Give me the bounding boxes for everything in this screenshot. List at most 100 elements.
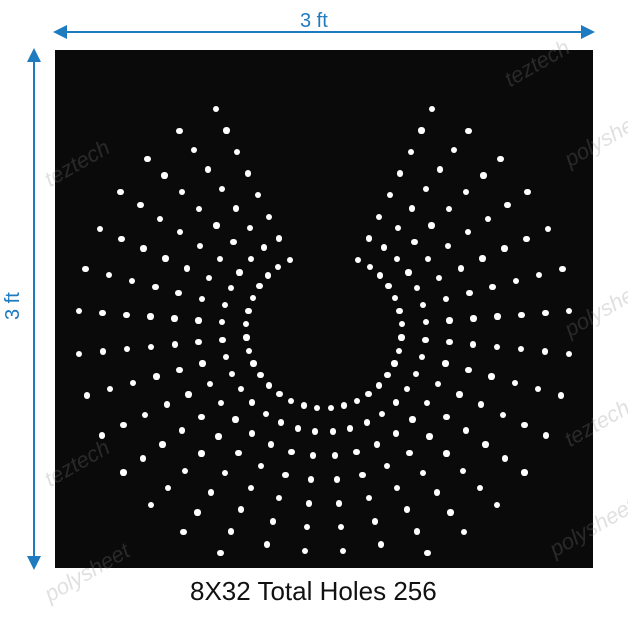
hole-dot xyxy=(341,402,347,408)
hole-dot xyxy=(501,245,507,251)
hole-dot xyxy=(171,315,177,321)
hole-dot xyxy=(118,236,124,242)
hole-dot xyxy=(559,266,565,272)
hole-dot xyxy=(366,235,372,241)
hole-dot xyxy=(229,371,235,377)
hole-dot xyxy=(205,166,211,172)
hole-dot xyxy=(393,430,399,436)
dim-top-arrow-left xyxy=(53,25,67,39)
hole-dot xyxy=(446,317,452,323)
hole-dot xyxy=(336,500,342,506)
hole-dot xyxy=(159,441,165,447)
hole-dot xyxy=(374,441,380,447)
hole-dot xyxy=(381,244,387,250)
hole-dot xyxy=(418,127,424,133)
hole-dot xyxy=(215,433,221,439)
hole-dot xyxy=(353,449,359,455)
hole-dot xyxy=(97,226,103,232)
hole-dot xyxy=(199,360,205,366)
hole-dot xyxy=(250,360,256,366)
hole-dot xyxy=(420,302,426,308)
hole-dot xyxy=(120,469,126,475)
hole-dot xyxy=(195,317,201,323)
dim-left-label: 3 ft xyxy=(2,292,25,320)
hole-dot xyxy=(165,485,171,491)
hole-dot xyxy=(521,469,527,475)
hole-dot xyxy=(328,405,334,411)
hole-dot xyxy=(378,541,384,547)
hole-dot xyxy=(243,334,249,340)
hole-dot xyxy=(223,127,229,133)
hole-dot xyxy=(391,360,397,366)
hole-dot xyxy=(194,509,200,515)
hole-dot xyxy=(489,284,495,290)
hole-dot xyxy=(424,550,430,556)
hole-dot xyxy=(354,398,360,404)
hole-dot xyxy=(301,402,307,408)
hole-dot xyxy=(175,290,181,296)
hole-dot xyxy=(494,313,500,319)
hole-dot xyxy=(245,170,251,176)
hole-dot xyxy=(266,214,272,220)
hole-dot xyxy=(558,392,564,398)
hole-dot xyxy=(442,360,448,366)
hole-dot xyxy=(287,257,293,263)
hole-dot xyxy=(153,373,159,379)
hole-dot xyxy=(426,433,432,439)
hole-dot xyxy=(245,308,251,314)
hole-dot xyxy=(172,341,178,347)
hole-dot xyxy=(263,411,269,417)
hole-dot xyxy=(428,222,434,228)
hole-dot xyxy=(148,344,154,350)
dim-top-label: 3 ft xyxy=(300,10,328,33)
hole-dot xyxy=(233,205,239,211)
hole-dot xyxy=(276,391,282,397)
hole-dot xyxy=(466,290,472,296)
hole-dot xyxy=(411,239,417,245)
hole-dot xyxy=(123,312,129,318)
dim-left-arrow-top xyxy=(27,48,41,62)
hole-dot xyxy=(248,256,254,262)
hole-dot xyxy=(232,416,238,422)
hole-dot xyxy=(365,391,371,397)
hole-dot xyxy=(482,441,488,447)
hole-dot xyxy=(266,382,272,388)
hole-dot xyxy=(235,450,241,456)
hole-dot xyxy=(385,283,391,289)
hole-dot xyxy=(456,391,462,397)
hole-dot xyxy=(179,427,185,433)
hole-dot xyxy=(184,265,190,271)
hole-dot xyxy=(409,416,415,422)
hole-dot xyxy=(162,255,168,261)
hole-dot xyxy=(367,264,373,270)
hole-dot xyxy=(117,189,123,195)
hole-dot xyxy=(409,205,415,211)
hole-dot xyxy=(100,348,106,354)
hole-dot xyxy=(236,269,242,275)
hole-dot xyxy=(446,206,452,212)
caption-text: 8X32 Total Holes 256 xyxy=(190,576,437,607)
hole-dot xyxy=(199,296,205,302)
hole-dot xyxy=(334,476,340,482)
hole-dot xyxy=(310,452,316,458)
hole-dot xyxy=(161,172,167,178)
hole-dot xyxy=(443,414,449,420)
hole-dot xyxy=(372,518,378,524)
hole-dot xyxy=(330,428,336,434)
hole-dot xyxy=(446,339,452,345)
hole-dot xyxy=(332,452,338,458)
hole-dot xyxy=(422,337,428,343)
hole-dot xyxy=(185,391,191,397)
hole-dot xyxy=(523,236,529,242)
hole-dot xyxy=(447,509,453,515)
hole-dot xyxy=(434,489,440,495)
hole-dot xyxy=(238,506,244,512)
hole-dot xyxy=(208,489,214,495)
hole-dot xyxy=(164,401,170,407)
hole-dot xyxy=(147,313,153,319)
hole-dot xyxy=(257,372,263,378)
hole-dot xyxy=(542,348,548,354)
hole-dot xyxy=(197,243,203,249)
hole-dot xyxy=(405,269,411,275)
hole-dot xyxy=(306,500,312,506)
